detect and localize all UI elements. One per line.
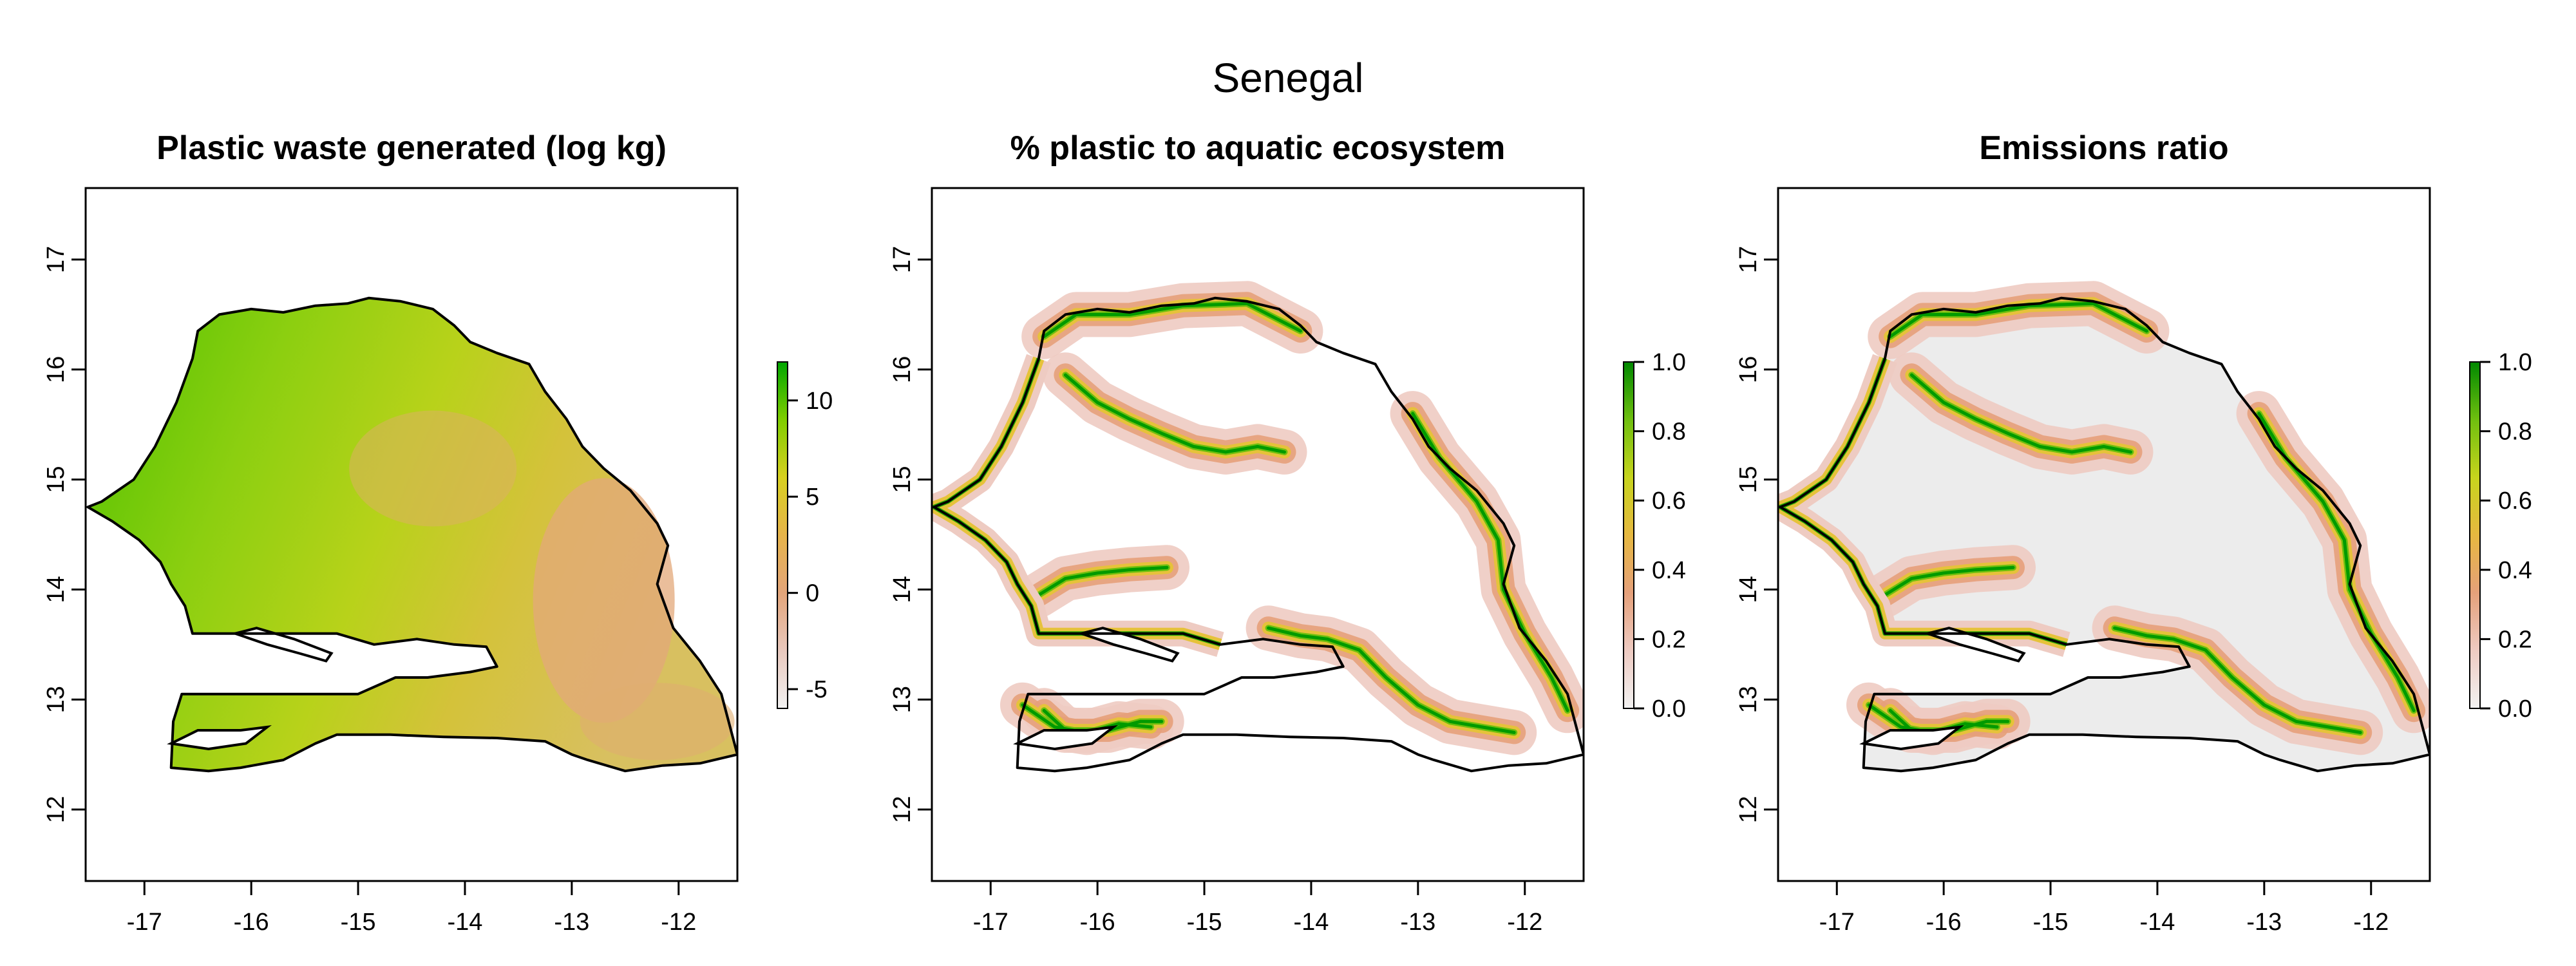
- legend-tick-label: 0.0: [2498, 696, 2532, 723]
- panel-title-waste: Plastic waste generated (log kg): [156, 129, 667, 167]
- legend-tick-label: 0.8: [1652, 419, 1686, 446]
- estuary: [167, 725, 272, 751]
- map-panel-2: -17 -16 -15 -14 -13 -12 12 13 14 15 16 17 0.0 0.2 0.4 0…: [1735, 187, 2532, 936]
- y-tick-label: 17: [1735, 246, 1762, 273]
- y-tick-label: 14: [43, 576, 70, 603]
- y-tick-label: 15: [43, 466, 70, 493]
- x-tick-label: -17: [127, 909, 162, 936]
- legend-tick-label: 1.0: [2498, 349, 2532, 376]
- x-tick-label: -15: [341, 909, 376, 936]
- y-tick-label: 12: [1735, 796, 1762, 823]
- x-tick-label: -15: [1187, 909, 1222, 936]
- river-influence: [2113, 626, 2362, 734]
- legend-tick-label: 0.4: [2498, 557, 2532, 584]
- river-influence: [1042, 301, 1302, 339]
- legend-tick-label: -5: [806, 676, 828, 703]
- estuary: [231, 627, 334, 663]
- estuary: [1077, 627, 1180, 663]
- x-tick-label: -14: [2139, 909, 2175, 936]
- plot-frame: [931, 187, 1585, 882]
- y-tick-label: 12: [889, 796, 916, 823]
- x-tick-label: -16: [1926, 909, 1962, 936]
- legend-tick-label: 0: [806, 580, 819, 607]
- x-tick-label: -16: [1080, 909, 1115, 936]
- map-panel-0: -17 -16 -15 -14 -13 -12 12 13 14 15 16 17 -5 0 5 10: [43, 187, 833, 936]
- y-tick-label: 16: [43, 356, 70, 383]
- legend-tick-label: 5: [806, 484, 819, 511]
- y-tick-label: 17: [43, 246, 70, 273]
- river-influence: [1063, 373, 1286, 454]
- y-tick-label: 12: [43, 796, 70, 823]
- panel-title-emissions: Emissions ratio: [1979, 129, 2229, 167]
- low-waste-patch: [349, 410, 517, 527]
- legend-colorbar: [777, 361, 788, 709]
- x-tick-label: -13: [1400, 909, 1435, 936]
- river-influence: [1267, 626, 1516, 734]
- legend-tick-label: 0.8: [2498, 419, 2532, 446]
- legend-tick-label: 0.6: [2498, 488, 2532, 515]
- legend-tick-label: 0.4: [1652, 557, 1686, 584]
- x-tick-label: -12: [1507, 909, 1542, 936]
- x-tick-label: -14: [1293, 909, 1329, 936]
- plot-frame: [1777, 187, 2431, 882]
- estuary: [1923, 627, 2026, 663]
- y-tick-label: 14: [889, 576, 916, 603]
- x-tick-label: -15: [2033, 909, 2069, 936]
- legend-tick-label: 0.0: [1652, 696, 1686, 723]
- y-tick-label: 16: [889, 356, 916, 383]
- river-influence: [1909, 373, 2132, 454]
- legend-colorbar: [1623, 361, 1634, 709]
- panel-title-aquatic: % plastic to aquatic ecosystem: [1010, 129, 1506, 167]
- x-tick-label: -12: [2353, 909, 2389, 936]
- y-tick-label: 13: [889, 686, 916, 713]
- country-border: [933, 296, 1584, 773]
- y-tick-label: 13: [1735, 686, 1762, 713]
- x-tick-label: -17: [1819, 909, 1855, 936]
- river-influence: [1037, 565, 1169, 597]
- river-influence: [1883, 565, 2015, 597]
- map-panel-1: -17 -16 -15 -14 -13 -12 12 13 14 15 16 17 0.0 0.2 0.4 0…: [889, 187, 1686, 936]
- legend-tick-label: 0.6: [1652, 488, 1686, 515]
- legend-colorbar: [2469, 361, 2481, 709]
- river-influence: [1888, 301, 2148, 339]
- low-waste-patch: [580, 683, 735, 761]
- x-tick-label: -13: [554, 909, 589, 936]
- low-waste-patch: [533, 478, 675, 723]
- country-border: [86, 296, 737, 773]
- y-tick-label: 15: [1735, 466, 1762, 493]
- plot-frame: [84, 187, 739, 882]
- x-tick-label: -16: [234, 909, 269, 936]
- x-tick-label: -14: [447, 909, 482, 936]
- figure-title: Senegal: [1212, 55, 1364, 101]
- legend-tick-label: 0.2: [2498, 626, 2532, 653]
- x-tick-label: -13: [2246, 909, 2282, 936]
- y-tick-label: 14: [1735, 576, 1762, 603]
- x-tick-label: -17: [973, 909, 1009, 936]
- x-tick-label: -12: [661, 909, 696, 936]
- legend-tick-label: 1.0: [1652, 349, 1686, 376]
- y-tick-label: 13: [43, 686, 70, 713]
- y-tick-label: 17: [889, 246, 916, 273]
- country-border: [1779, 296, 2430, 773]
- legend-tick-label: 10: [806, 388, 833, 415]
- estuary: [1859, 725, 1964, 751]
- estuary: [1013, 725, 1118, 751]
- y-tick-label: 16: [1735, 356, 1762, 383]
- legend-tick-label: 0.2: [1652, 626, 1686, 653]
- y-tick-label: 15: [889, 466, 916, 493]
